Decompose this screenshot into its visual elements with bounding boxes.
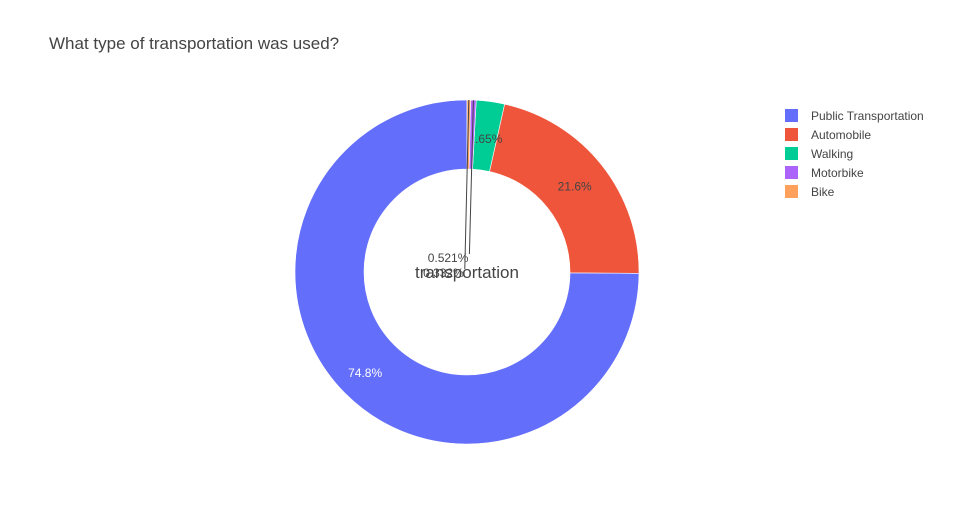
slice-label: 2.65% bbox=[468, 132, 502, 146]
legend-item[interactable]: Walking bbox=[785, 144, 924, 163]
slice-label: 0.521% bbox=[428, 251, 469, 265]
legend-swatch bbox=[785, 166, 798, 179]
legend: Public Transportation Automobile Walking Mo… bbox=[785, 106, 924, 201]
legend-item[interactable]: Motorbike bbox=[785, 163, 924, 182]
label-leader-line bbox=[464, 99, 470, 270]
slice-label: 74.8% bbox=[348, 366, 382, 380]
center-label: transportation bbox=[415, 263, 519, 282]
legend-swatch bbox=[785, 128, 798, 141]
legend-item[interactable]: Public Transportation bbox=[785, 106, 924, 125]
legend-label: Automobile bbox=[811, 127, 872, 142]
legend-swatch bbox=[785, 147, 798, 160]
legend-label: Bike bbox=[811, 184, 835, 199]
slice-automobile[interactable] bbox=[489, 103, 640, 274]
legend-item[interactable]: Bike bbox=[785, 182, 924, 201]
legend-swatch bbox=[785, 185, 798, 198]
label-leader-line bbox=[468, 100, 474, 255]
chart-title: What type of transportation was used? bbox=[49, 34, 340, 53]
legend-label: Motorbike bbox=[811, 165, 864, 180]
slice-label: 21.6% bbox=[558, 179, 592, 193]
slice-public-transportation[interactable] bbox=[294, 99, 640, 445]
legend-item[interactable]: Automobile bbox=[785, 125, 924, 144]
legend-swatch bbox=[785, 109, 798, 122]
legend-label: Walking bbox=[811, 146, 854, 161]
legend-label: Public Transportation bbox=[811, 108, 924, 123]
slice-label: 0.332% bbox=[423, 266, 464, 280]
